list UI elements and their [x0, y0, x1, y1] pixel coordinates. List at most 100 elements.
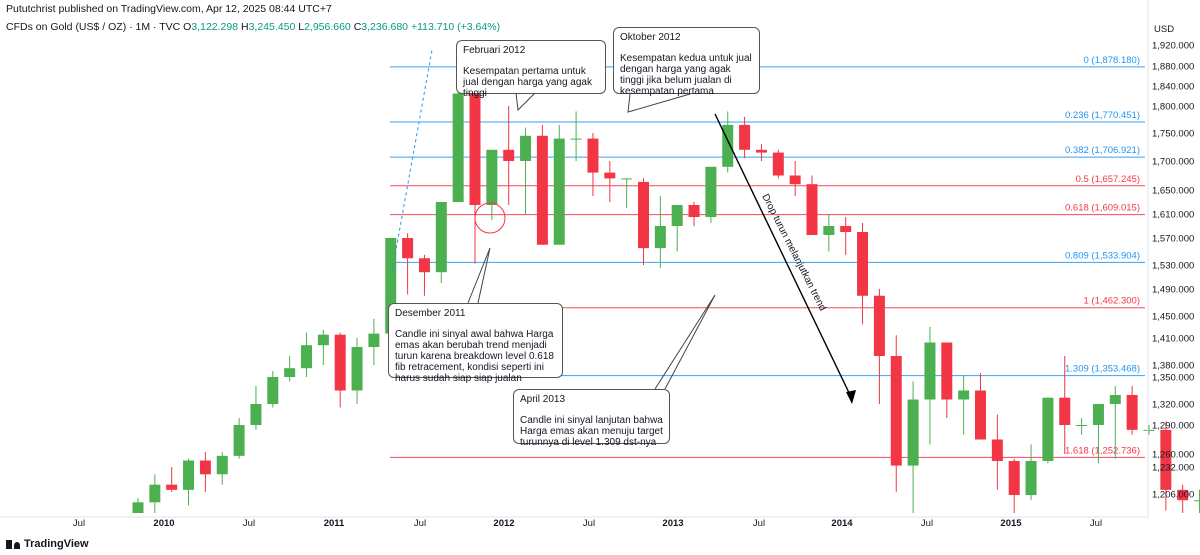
candle-body — [975, 390, 986, 440]
low-value: 2,956.660 — [304, 21, 351, 33]
time-tick-label: Jul — [753, 518, 765, 529]
fib-label: 1 (1,462.300) — [1083, 296, 1140, 307]
candle-body — [587, 138, 599, 173]
candle-body — [385, 238, 397, 334]
time-tick-label: 2012 — [493, 518, 514, 529]
time-tick-label: Jul — [921, 518, 933, 529]
time-tick-label: 2014 — [831, 518, 853, 529]
fib-label: 0.5 (1,657.245) — [1076, 174, 1140, 185]
time-tick-label: Jul — [73, 518, 85, 529]
candle-body — [924, 342, 936, 400]
annotation-title: Desember 2011 — [395, 308, 466, 319]
candle-body — [1025, 460, 1037, 496]
candle-body — [199, 460, 211, 475]
candle-body — [806, 184, 818, 235]
tradingview-logo: TradingView — [6, 538, 89, 550]
time-tick-label: Jul — [583, 518, 595, 529]
candle-body — [604, 172, 616, 179]
candle-body — [1194, 500, 1200, 502]
time-tick-label: 2010 — [153, 518, 174, 529]
change-value: +113.710 (+3.64%) — [410, 21, 501, 33]
candle-body — [1143, 429, 1155, 431]
candle-body — [216, 455, 228, 475]
candle-body — [638, 181, 649, 249]
candle-body — [435, 202, 447, 273]
price-tick-label: 1,260.000 — [1152, 450, 1194, 461]
callout-pointer — [654, 294, 716, 390]
open-value: 3,122.298 — [191, 21, 239, 33]
candle-body — [991, 439, 1003, 461]
low-label: L — [298, 21, 305, 33]
price-tick-label: 1,290.000 — [1152, 421, 1194, 432]
candle-body — [1042, 397, 1054, 461]
candle-body — [570, 138, 582, 140]
annotation-dec-2011[interactable]: Desember 2011 Candle ini sinyal awal bah… — [388, 303, 563, 384]
callout-pointer — [515, 92, 536, 112]
candle-body — [1177, 489, 1189, 501]
candle-body — [1126, 395, 1138, 430]
breakdown-circle — [474, 202, 506, 234]
brand-name: TradingView — [24, 538, 89, 550]
price-tick-label: 1,920.000 — [1152, 41, 1194, 52]
publisher-line: Pututchrist published on TradingView.com… — [6, 3, 332, 15]
price-tick-label: 1,750.000 — [1152, 129, 1194, 140]
annotation-feb-2012[interactable]: Februari 2012 Kesempatan pertama untuk j… — [456, 40, 606, 99]
time-tick-label: Jul — [243, 518, 255, 529]
price-tick-label: 1,206.000 — [1152, 490, 1194, 501]
fib-label: 1.309 (1,353.468) — [1065, 364, 1140, 375]
candle-body — [890, 356, 902, 466]
trend-arrow-head — [846, 390, 856, 404]
annotation-text: Candle ini sinyal awal bahwa Harga emas … — [395, 329, 554, 384]
currency-label: USD — [1154, 24, 1174, 35]
candle-body — [368, 333, 380, 347]
high-value: 3,245.450 — [248, 21, 296, 33]
price-tick-label: 1,650.000 — [1152, 186, 1194, 197]
fib-label: 0.809 (1,533.904) — [1065, 250, 1140, 261]
price-tick-label: 1,490.000 — [1152, 285, 1194, 296]
candle-body — [705, 166, 717, 217]
annotation-oct-2012[interactable]: Oktober 2012 Kesempatan kedua untuk jual… — [613, 27, 760, 97]
candle-body — [958, 390, 970, 400]
annotation-apr-2013[interactable]: April 2013 Candle ini sinyal lanjutan ba… — [513, 389, 670, 448]
fib-label: 0.236 (1,770.451) — [1065, 110, 1140, 121]
trend-arrow — [714, 113, 853, 400]
candle-body — [621, 178, 633, 180]
fib-label: 1.618 (1,252.736) — [1065, 445, 1140, 456]
candle-body — [267, 377, 279, 404]
candle-body — [654, 226, 666, 249]
candle-body — [351, 347, 363, 391]
price-tick-label: 1,410.000 — [1152, 334, 1194, 345]
candle-body — [941, 342, 953, 400]
annotation-text: Candle ini sinyal lanjutan bahwa Harga e… — [520, 415, 663, 448]
candle-body — [301, 345, 312, 369]
candle-body — [755, 149, 767, 153]
close-value: 3,236.680 — [361, 21, 409, 33]
candle-body — [418, 258, 430, 273]
candle-body — [671, 205, 683, 226]
annotation-title: Februari 2012 — [463, 45, 526, 56]
candle-body — [486, 149, 498, 205]
price-tick-label: 1,880.000 — [1152, 62, 1194, 73]
candle-body — [1109, 395, 1121, 404]
annotation-text: Kesempatan kedua untuk jual dengan harga… — [620, 53, 752, 97]
price-tick-label: 1,232.000 — [1152, 463, 1194, 474]
candle-body — [132, 502, 144, 513]
price-tick-label: 1,800.000 — [1152, 102, 1194, 113]
price-tick-label: 1,610.000 — [1152, 210, 1194, 221]
time-tick-label: 2015 — [1000, 518, 1022, 529]
price-tick-label: 1,700.000 — [1152, 157, 1194, 168]
candle-body — [233, 425, 245, 456]
time-tick-label: Jul — [414, 518, 426, 529]
trend-label: Drop turun melanjutkan trend — [759, 192, 828, 312]
price-tick-label: 1,320.000 — [1152, 400, 1194, 411]
candle-body — [183, 460, 195, 490]
annotation-text: Kesempatan pertama untuk jual dengan har… — [463, 66, 592, 99]
candle-body — [1059, 397, 1071, 425]
annotation-title: April 2013 — [520, 394, 566, 405]
symbol-name[interactable]: CFDs on Gold (US$ / OZ) · 1M · TVC — [6, 21, 181, 33]
candle-body — [284, 368, 296, 377]
candle-body — [722, 124, 734, 167]
candle-body — [452, 93, 464, 202]
dashed-trend-line — [391, 49, 433, 273]
